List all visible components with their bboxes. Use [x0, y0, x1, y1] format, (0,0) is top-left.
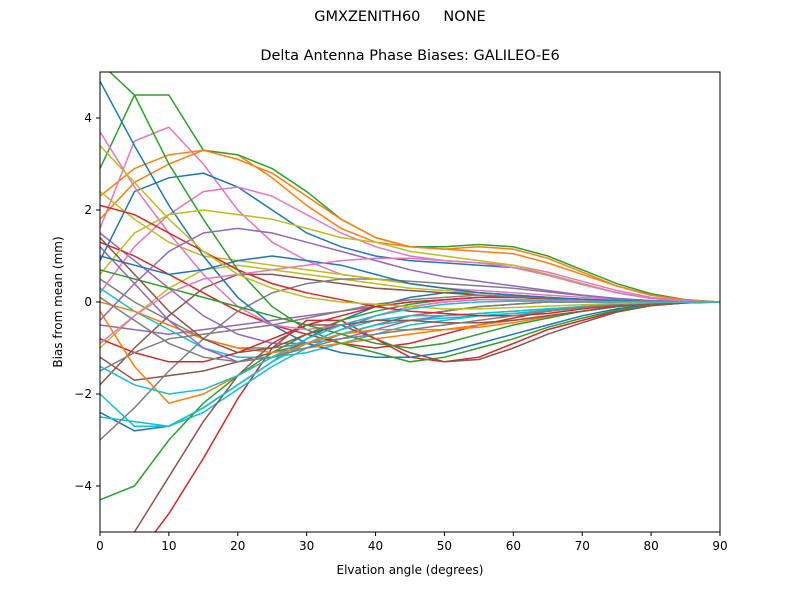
series-line-37	[100, 257, 720, 344]
series-line-13	[100, 296, 720, 501]
x-tick-label: 10	[161, 539, 176, 553]
y-axis: −4 −2 0 2 4	[74, 111, 100, 493]
y-tick-label: 2	[84, 203, 92, 217]
series-line-4	[154, 301, 720, 532]
x-tick-label: 20	[230, 539, 245, 553]
y-tick-label: 0	[84, 295, 92, 309]
series-line-39	[100, 145, 720, 310]
x-tick-label: 60	[506, 539, 521, 553]
figure-suptitle: GMXZENITH60 NONE	[314, 9, 486, 25]
series-line-36	[100, 237, 720, 354]
x-tick-label: 50	[437, 539, 452, 553]
x-tick-label: 40	[368, 539, 383, 553]
series-line-35	[100, 227, 720, 321]
x-axis-label: Elvation angle (degrees)	[337, 563, 484, 577]
y-tick-label: −4	[74, 479, 92, 493]
x-tick-label: 30	[299, 539, 314, 553]
series-layer	[100, 72, 720, 532]
x-tick-label: 80	[643, 539, 658, 553]
series-line-40	[100, 300, 720, 395]
series-line-21	[100, 80, 720, 358]
series-line-2	[100, 149, 720, 303]
x-tick-label: 0	[96, 539, 104, 553]
series-line-31	[100, 255, 720, 303]
x-axis: 0 10 20 30 40 50 60 70 80 90	[96, 532, 728, 553]
y-tick-label: −2	[74, 387, 92, 401]
x-tick-label: 90	[712, 539, 727, 553]
series-line-6	[100, 301, 720, 381]
y-axis-label: Bias from mean (mm)	[51, 236, 65, 367]
series-line-17	[100, 186, 720, 303]
series-line-26	[133, 301, 720, 532]
series-line-38	[100, 296, 720, 363]
series-line-23	[108, 72, 720, 363]
chart-title: Delta Antenna Phase Biases: GALILEO-E6	[260, 48, 560, 64]
x-tick-label: 70	[575, 539, 590, 553]
y-tick-label: 4	[84, 111, 92, 125]
series-line-12	[100, 149, 720, 303]
